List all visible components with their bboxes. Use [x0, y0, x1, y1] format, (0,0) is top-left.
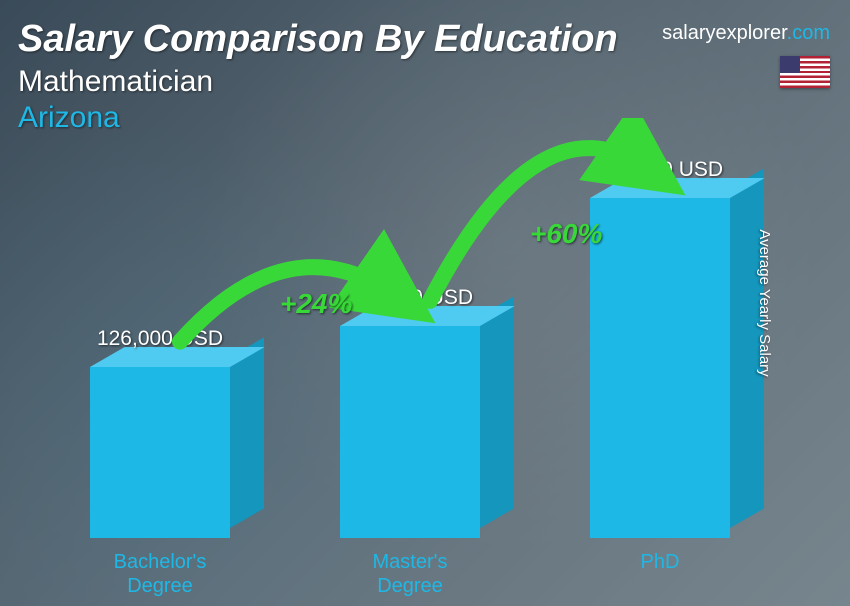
flag-icon	[780, 56, 830, 88]
bar-x-label: Bachelor's Degree	[114, 550, 207, 598]
watermark: salaryexplorer.com	[662, 22, 830, 45]
bar-side	[480, 296, 514, 528]
chart-title: Salary Comparison By Education	[18, 18, 618, 61]
bar-2: 250,000 USDPhD	[590, 198, 730, 538]
increase-label-1: +60%	[530, 218, 602, 250]
chart-subtitle: Mathematician	[18, 65, 618, 99]
bar-value-label: 156,000 USD	[347, 286, 473, 310]
increase-label-0: +24%	[280, 288, 352, 320]
bar-front	[90, 367, 230, 538]
watermark-part2: .com	[787, 22, 830, 44]
chart-header: Salary Comparison By Education Mathemati…	[18, 18, 618, 135]
bar-front	[340, 326, 480, 538]
bar-x-label: Master's Degree	[373, 550, 448, 598]
watermark-part1: salaryexplorer	[662, 22, 787, 44]
bar-x-label: PhD	[641, 550, 680, 574]
yaxis-label: Average Yearly Salary	[756, 229, 773, 376]
bar-side	[230, 337, 264, 528]
bar-chart: 126,000 USDBachelor's Degree 156,000 USDM…	[40, 118, 790, 538]
bar-0: 126,000 USDBachelor's Degree	[90, 367, 230, 538]
bar-value-label: 250,000 USD	[597, 158, 723, 182]
bar-value-label: 126,000 USD	[97, 327, 223, 351]
bar-front	[590, 198, 730, 538]
chart-location: Arizona	[18, 101, 618, 135]
bar-1: 156,000 USDMaster's Degree	[340, 326, 480, 538]
